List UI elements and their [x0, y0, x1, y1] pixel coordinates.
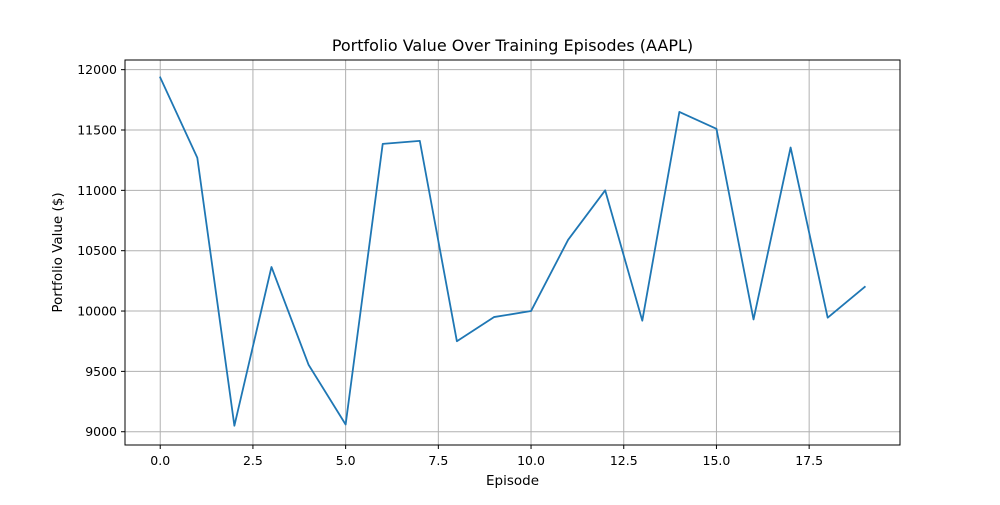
x-axis-label: Episode — [486, 473, 539, 489]
x-tick-label: 7.5 — [428, 453, 448, 468]
y-tick-label: 10500 — [77, 243, 117, 258]
y-tick-label: 9000 — [85, 424, 117, 439]
x-tick-label: 15.0 — [703, 453, 731, 468]
y-tick-label: 12000 — [77, 62, 117, 77]
plot-area — [125, 60, 900, 445]
x-tick-label: 5.0 — [336, 453, 356, 468]
x-tick-label: 0.0 — [150, 453, 170, 468]
x-tick-label: 10.0 — [517, 453, 545, 468]
x-tick-label: 17.5 — [795, 453, 823, 468]
chart-title: Portfolio Value Over Training Episodes (… — [332, 36, 693, 55]
y-tick-label: 10000 — [77, 304, 117, 319]
y-tick-label: 9500 — [85, 364, 117, 379]
y-tick-label: 11000 — [77, 183, 117, 198]
y-axis-label: Portfolio Value ($) — [50, 192, 66, 312]
x-tick-label: 12.5 — [610, 453, 638, 468]
x-tick-label: 2.5 — [243, 453, 263, 468]
y-tick-label: 11500 — [77, 123, 117, 138]
